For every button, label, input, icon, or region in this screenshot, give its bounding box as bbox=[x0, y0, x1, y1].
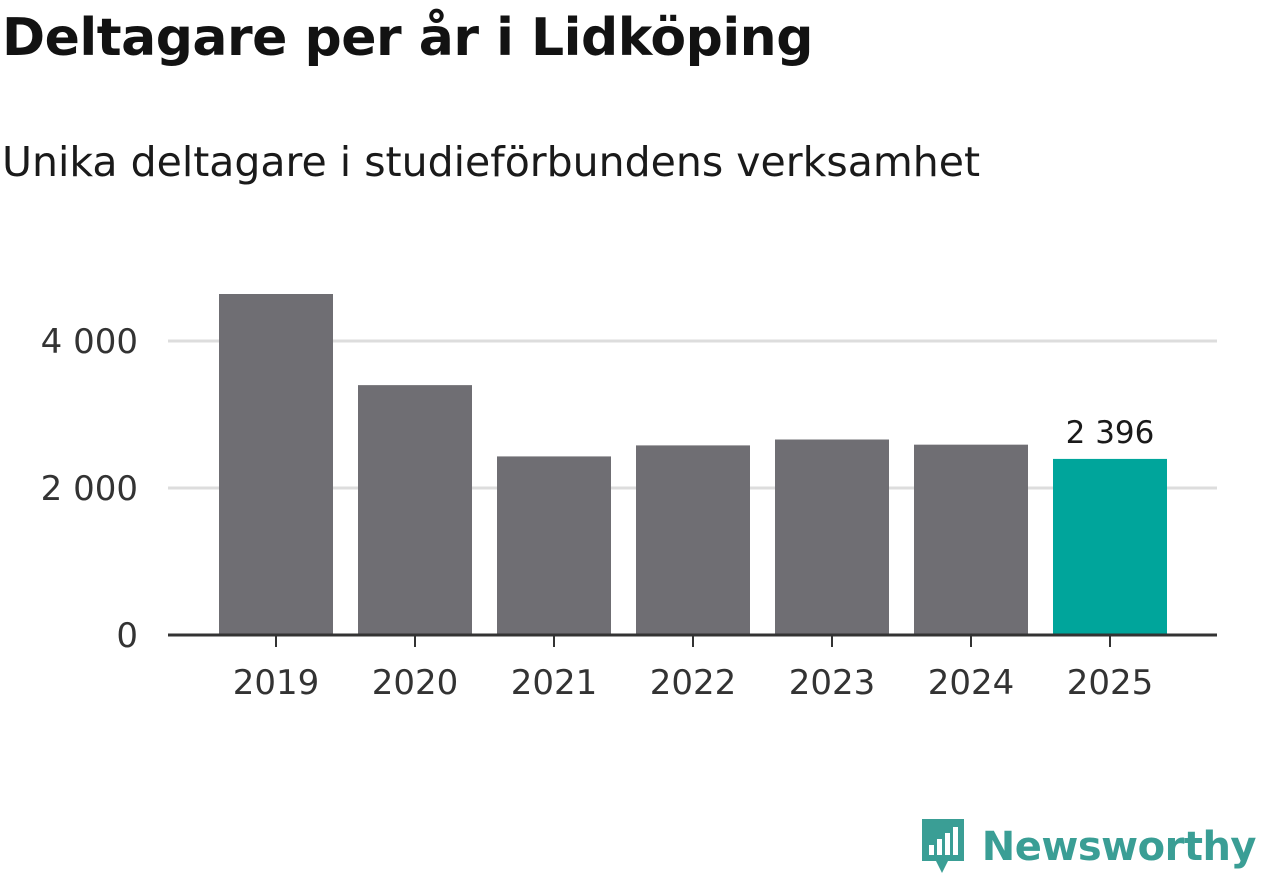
x-tick-label: 2021 bbox=[511, 663, 598, 703]
bar bbox=[1053, 458, 1167, 635]
x-tick-label: 2022 bbox=[650, 663, 737, 703]
bar-layer bbox=[219, 294, 1167, 635]
data-label: 2 396 bbox=[1066, 415, 1155, 451]
label-layer: 0 2 000 4 000 2019 2020 2021 2022 2023 2024 2025 2… bbox=[41, 322, 1155, 703]
newsworthy-logo: Newsworthy bbox=[918, 817, 1257, 877]
y-tick-label: 4 000 bbox=[41, 322, 138, 362]
y-tick-label: 2 000 bbox=[41, 469, 138, 509]
brand-name: Newsworthy bbox=[981, 824, 1257, 870]
bar bbox=[358, 385, 472, 635]
bar bbox=[914, 444, 1028, 635]
x-tick-label: 2023 bbox=[789, 663, 876, 703]
newsworthy-logo-icon bbox=[921, 819, 964, 873]
chart-title: Deltagare per år i Lidköping bbox=[2, 8, 813, 68]
x-tick-label: 2025 bbox=[1067, 663, 1154, 703]
y-tick-label: 0 bbox=[116, 616, 138, 656]
bar bbox=[219, 294, 333, 635]
axis-layer bbox=[168, 633, 1217, 647]
x-tick-label: 2024 bbox=[928, 663, 1015, 703]
x-tick-label: 2020 bbox=[372, 663, 459, 703]
chart-subtitle: Unika deltagare i studieförbundens verks… bbox=[2, 138, 981, 186]
bar bbox=[497, 456, 611, 635]
bar bbox=[636, 445, 750, 635]
bar bbox=[775, 439, 889, 635]
x-tick-label: 2019 bbox=[233, 663, 320, 703]
